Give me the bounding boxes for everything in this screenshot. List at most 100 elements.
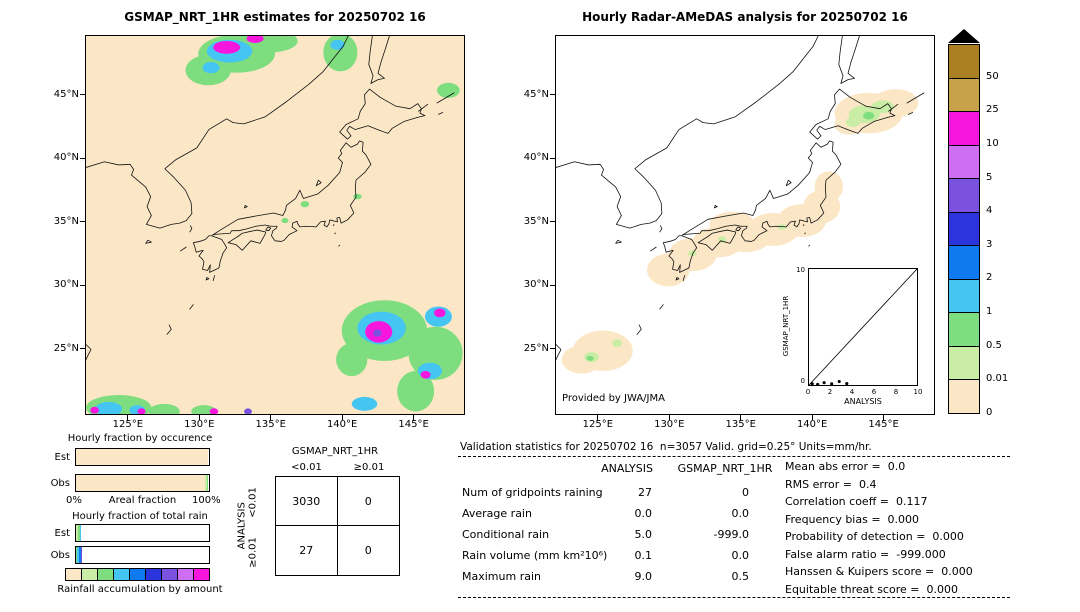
- coastline: [663, 236, 696, 273]
- colorbar-tick-label: 2: [986, 272, 993, 284]
- precip-blob: [436, 82, 460, 98]
- coastline: [316, 180, 321, 186]
- stats-metric-label: Average rain: [462, 507, 532, 520]
- coastline: [213, 276, 214, 281]
- coastline: [206, 277, 209, 280]
- right-map-svg: [556, 36, 934, 374]
- contingency-cell-10: 27: [276, 526, 338, 575]
- colorbar-tick-label: 25: [986, 104, 999, 116]
- precip-blob: [209, 408, 219, 414]
- coastline: [660, 305, 664, 309]
- inset-data-point: [810, 382, 814, 385]
- fraction-bar-segment: [76, 449, 208, 465]
- coastline: [212, 141, 370, 242]
- coastline: [339, 245, 340, 246]
- precip-blob: [586, 355, 594, 361]
- right-lat-tick-label: 45°N: [523, 88, 549, 100]
- stats-metric-label: Num of gridpoints raining: [462, 486, 603, 499]
- right-lat-tick: [550, 284, 555, 286]
- left-lon-tick-label: 135°E: [255, 419, 286, 430]
- coastline: [736, 227, 741, 231]
- gsmap-estimates-map: [85, 35, 465, 415]
- precip-blob: [148, 403, 180, 414]
- legend-color-segment: [178, 569, 194, 580]
- coastline: [810, 89, 895, 139]
- stats-divider-bottom: [458, 597, 1010, 598]
- contingency-row-label-lt: <0.01: [247, 487, 259, 518]
- coastline: [146, 240, 152, 243]
- stats-metric-label: Rain volume (mm km²10⁶): [462, 549, 608, 562]
- right-lat-tick-label: 25°N: [523, 342, 549, 354]
- precip-blob: [202, 61, 220, 74]
- precip-colorbar: [948, 44, 980, 414]
- total-rain-chart-title: Hourly fraction of total rain: [72, 511, 208, 522]
- contingency-table: 3030 0 27 0: [275, 476, 400, 576]
- right-lat-tick: [550, 157, 555, 159]
- precip-blob: [300, 200, 310, 208]
- fraction-bar-segment: [78, 525, 80, 541]
- stats-metric-label: Maximum rain: [462, 570, 541, 583]
- left-lon-tick: [198, 415, 200, 420]
- precip-blob: [709, 211, 755, 238]
- coastline: [180, 247, 186, 251]
- coastline: [190, 305, 194, 309]
- inset-data-point: [822, 381, 826, 385]
- stats-analysis-value: 5.0: [634, 528, 653, 541]
- colorbar-tick-label: 0.01: [986, 373, 1009, 385]
- right-lat-tick: [550, 221, 555, 223]
- left-lon-tick-label: 130°E: [184, 419, 215, 430]
- stats-analysis-value: 9.0: [634, 570, 653, 583]
- precip-blob: [90, 406, 99, 414]
- stats-table-row: Maximum rain 9.0 0.5: [462, 570, 792, 591]
- left-lat-tick: [80, 284, 85, 286]
- colorbar-segment: [949, 346, 979, 381]
- fraction-bar-segment: [76, 475, 206, 491]
- legend-color-segment: [114, 569, 130, 580]
- coastline: [419, 104, 428, 111]
- inset-y-tick-10: 10: [796, 266, 805, 274]
- coastline: [637, 325, 641, 334]
- coastline: [714, 205, 717, 208]
- contingency-col-label-ge: ≥0.01: [353, 462, 385, 473]
- right-lat-tick-label: 40°N: [523, 152, 549, 164]
- left-lat-tick-label: 25°N: [53, 342, 79, 354]
- stats-analysis-value: 0.1: [634, 549, 653, 562]
- left-lon-tick-label: 125°E: [112, 419, 144, 430]
- inset-x-tick-label: 4: [849, 388, 855, 396]
- contingency-col-label-lt: <0.01: [291, 462, 322, 473]
- coastline: [803, 225, 804, 226]
- inset-x-tick-label: 6: [871, 388, 877, 396]
- total-rain-obs-bar: [75, 546, 210, 564]
- coastline: [841, 36, 859, 83]
- coastline: [786, 180, 791, 186]
- left-lon-tick: [413, 415, 415, 420]
- stats-col-header-analysis: ANALYSIS: [601, 462, 653, 475]
- colorbar-tick-label: 4: [986, 205, 993, 217]
- left-lat-tick: [80, 94, 85, 96]
- colorbar-segment: [949, 45, 979, 79]
- legend-color-segment: [130, 569, 146, 580]
- inset-data-point: [830, 382, 834, 385]
- contingency-cell-01: 0: [337, 477, 399, 526]
- colorbar-segment: [949, 212, 979, 247]
- precip-blob: [845, 116, 861, 128]
- precip-blob: [213, 41, 241, 54]
- rain-amount-legend-bar: [65, 568, 210, 581]
- coastline: [556, 36, 818, 228]
- total-rain-est-bar: [75, 524, 210, 542]
- fraction-bar-segment: [79, 525, 81, 541]
- score-line: Mean abs error = 0.0: [785, 460, 906, 473]
- colorbar-tick-label: 10: [986, 137, 999, 149]
- coastline: [676, 277, 679, 280]
- coastline: [556, 344, 561, 359]
- inset-y-tick-0: 0: [800, 377, 805, 385]
- inset-scatter-svg: [809, 269, 917, 385]
- inset-y-axis-label: GSMAP_NRT_1HR: [782, 295, 790, 357]
- inset-data-point: [845, 382, 849, 385]
- coastline: [682, 141, 840, 242]
- score-line: Hanssen & Kuipers score = 0.000: [785, 565, 973, 578]
- stats-divider-top: [458, 456, 1010, 457]
- inset-diagonal-line: [809, 269, 917, 385]
- precip-blob: [330, 39, 345, 50]
- left-lat-tick: [80, 348, 85, 350]
